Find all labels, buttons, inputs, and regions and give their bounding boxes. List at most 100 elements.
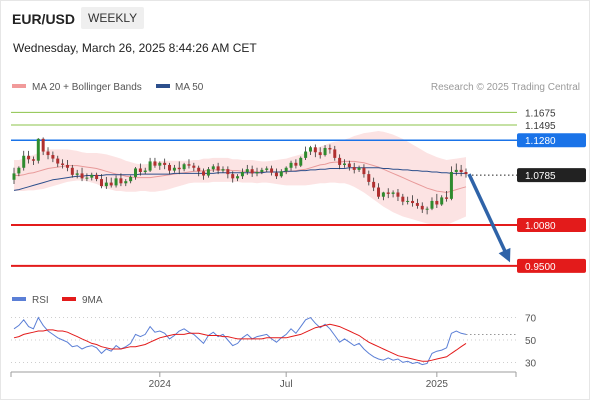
candle-body	[420, 205, 424, 210]
level-label: 0.9500	[525, 262, 556, 273]
candle-body	[255, 172, 259, 174]
candle-body	[27, 155, 31, 160]
candle-body	[65, 164, 69, 168]
candle-body	[308, 147, 312, 152]
rsi-tick-label: 30	[525, 358, 537, 369]
candle-body	[163, 162, 167, 165]
rsi-tick-label: 50	[525, 336, 537, 347]
candle-body	[430, 200, 434, 209]
candle-body	[318, 152, 322, 156]
candle-body	[206, 169, 210, 176]
level-label: 1.1280	[525, 136, 556, 147]
rsi-ma-line	[13, 323, 467, 362]
candle-body	[372, 181, 376, 188]
candle-body	[119, 178, 123, 184]
candle-body	[153, 161, 157, 166]
candle-body	[323, 148, 327, 156]
candle-body	[226, 169, 230, 175]
legend-label-rsi-ma: 9MA	[82, 295, 103, 306]
candle-body	[46, 151, 50, 156]
candle-body	[333, 149, 337, 158]
candle-body	[236, 176, 240, 179]
candle-body	[177, 167, 181, 170]
rsi-tick-label: 70	[525, 314, 537, 325]
candle-body	[284, 167, 288, 172]
candle-body	[104, 182, 108, 187]
candle-body	[304, 151, 308, 158]
candle-body	[187, 164, 191, 166]
candle-body	[445, 197, 449, 199]
axis-tick-label: 2024	[149, 379, 172, 390]
timeframe-button[interactable]: WEEKLY	[81, 7, 145, 29]
candle-body	[109, 182, 113, 186]
legend-swatch-bollinger	[12, 84, 26, 88]
candle-body	[70, 167, 74, 175]
legend-label-ma50: MA 50	[175, 82, 204, 93]
candle-body	[90, 174, 94, 178]
candle-body	[464, 172, 468, 175]
candle-body	[357, 167, 361, 170]
candle-body	[411, 200, 415, 204]
instrument-label: EUR/USD	[12, 11, 76, 27]
candle-body	[168, 164, 172, 171]
ma50-line	[13, 167, 466, 191]
candle-body	[172, 167, 176, 171]
candle-body	[362, 167, 366, 175]
forecast-arrow-head	[498, 247, 511, 263]
rsi-panel: RSI 9MA 70 50 30	[11, 295, 537, 369]
candle-body	[41, 138, 45, 152]
candle-body	[279, 171, 283, 177]
ma20-line	[14, 160, 467, 194]
candle-body	[143, 170, 147, 172]
legend-swatch-rsi-ma	[62, 297, 76, 301]
candle-body	[114, 178, 118, 186]
candle-body	[299, 157, 303, 166]
forecast-arrow-shaft	[467, 173, 508, 255]
candle-body	[231, 174, 235, 179]
candle-body	[158, 162, 162, 166]
legend-swatch-rsi	[12, 297, 26, 301]
candle-body	[265, 168, 269, 170]
level-label-box	[517, 217, 586, 232]
candle-body	[367, 174, 371, 182]
candle-body	[260, 169, 264, 172]
candle-body	[182, 164, 186, 170]
candle-body	[289, 162, 293, 168]
candle-body	[381, 192, 385, 197]
candle-body	[245, 169, 249, 172]
timestamp: Wednesday, March 26, 2025 8:44:26 AM CET	[13, 41, 257, 55]
candle-body	[56, 158, 60, 164]
candle-body	[80, 173, 84, 179]
price-levels-layer: 1.1675 1.1495 1.1280 1.0785 1.0080 0.9500	[11, 108, 586, 273]
candle-body	[197, 167, 201, 172]
candle-body	[454, 169, 458, 172]
candle-body	[17, 167, 21, 174]
candle-body	[22, 155, 26, 168]
legend-swatch-ma50	[156, 84, 170, 88]
candle-body	[36, 138, 40, 161]
candle-body	[328, 148, 332, 150]
candle-body	[61, 163, 65, 165]
candle-body	[134, 168, 138, 177]
candle-body	[435, 200, 439, 205]
candle-body	[270, 168, 274, 173]
candle-body	[342, 163, 346, 165]
legend-label-rsi: RSI	[32, 295, 49, 306]
forecast-arrow	[467, 173, 511, 263]
bollinger-band-area	[14, 131, 466, 225]
candle-body	[221, 169, 225, 171]
candle-body	[31, 159, 35, 161]
rsi-line	[13, 316, 467, 366]
candle-body	[274, 172, 278, 177]
candle-body	[202, 171, 206, 176]
candle-body	[51, 155, 55, 159]
candle-body	[95, 174, 99, 180]
axis-tick-label: Jul	[280, 379, 293, 390]
candle-body	[75, 173, 79, 175]
level-label: 1.0785	[525, 171, 556, 182]
candle-body	[12, 173, 16, 180]
candle-body	[459, 169, 463, 172]
candle-body	[138, 168, 142, 172]
